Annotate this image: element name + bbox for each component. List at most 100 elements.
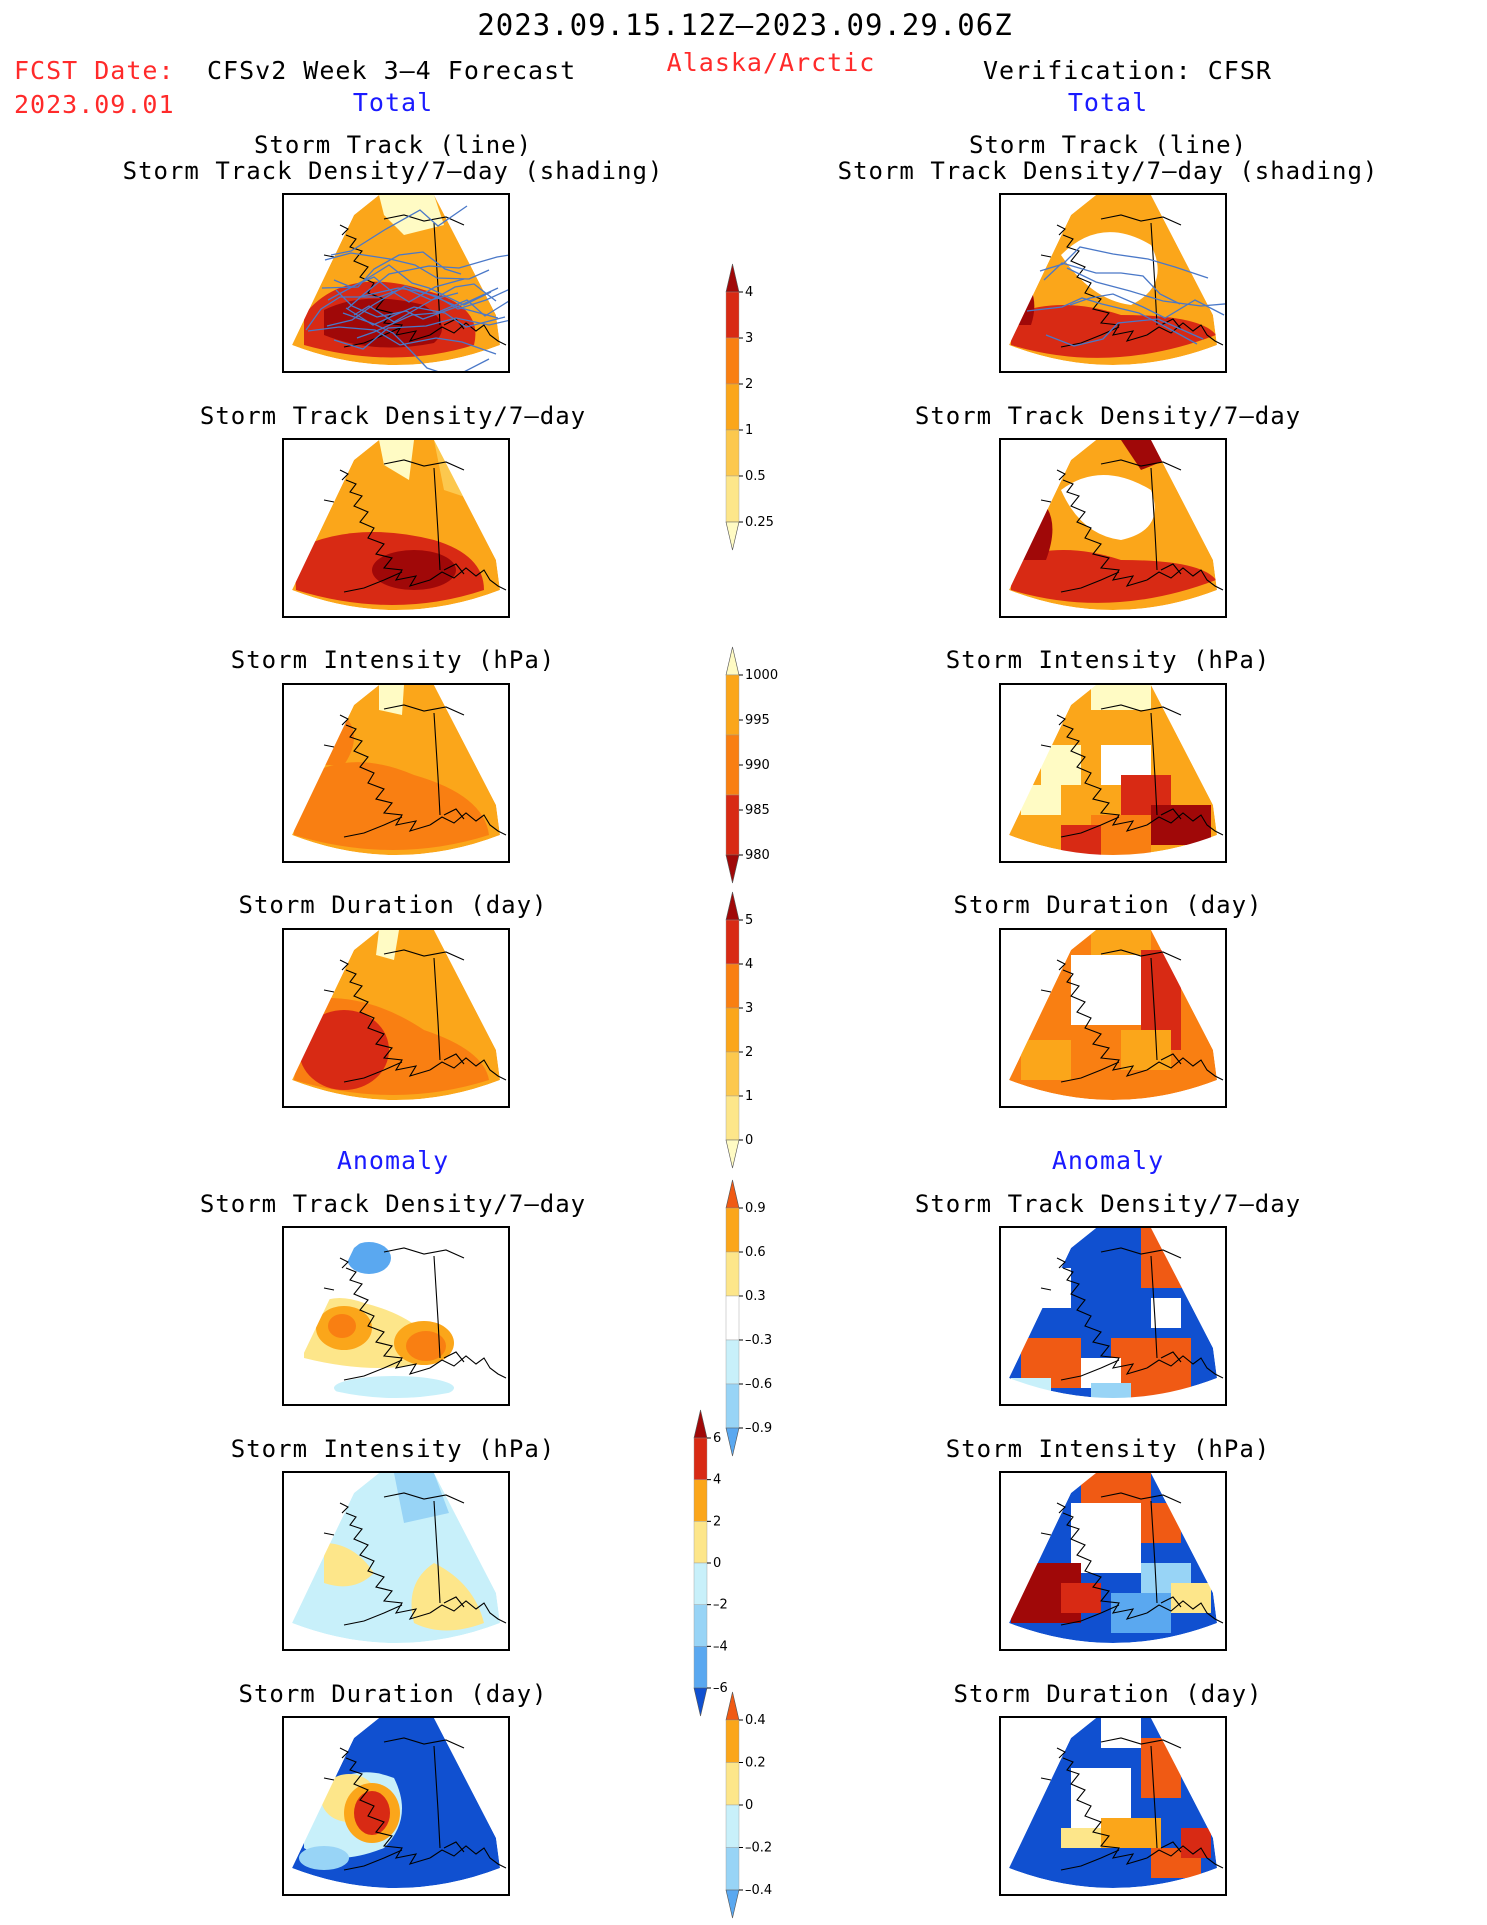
title-right-density: Storm Track Density/7–day: [914, 402, 1302, 430]
colorbar-svg: 4 3 2 1 0.5 0.25: [725, 263, 774, 551]
arctic-coast: [1100, 949, 1182, 961]
colorbar-tick-label: 4: [713, 1473, 721, 1488]
colorbar-tick-label: –0.4: [745, 1883, 772, 1898]
arctic-coast: [1100, 459, 1182, 471]
gulf-coast: [429, 812, 507, 836]
mask-bottom: [284, 835, 508, 861]
gulf-coast: [1146, 322, 1224, 346]
grid-cell: [1061, 1828, 1101, 1848]
arctic-coast: [383, 704, 465, 716]
colorbar-intensity: 1000 995 990 985 980: [722, 645, 812, 885]
map-svg: [1001, 1718, 1225, 1894]
grid-cell: [1021, 1040, 1071, 1080]
gulf-coast: [1146, 1355, 1224, 1379]
colorbar-svg: 6 4 2 0 –2 –4 –6: [693, 1409, 728, 1717]
colorbar-tick-label: 0.6: [745, 1245, 766, 1260]
mask-bottom: [284, 1080, 508, 1106]
islands: [1040, 1257, 1182, 1363]
mask-right: [434, 1228, 508, 1404]
colorbar-segment: [725, 1207, 740, 1253]
title-left-anom-duration: Storm Duration (day): [238, 1680, 548, 1708]
mask-bottom: [1001, 835, 1225, 861]
colorbar-segment: [693, 1604, 708, 1647]
colorbar-segment: [725, 475, 740, 523]
colorbar-segment: [725, 1251, 740, 1297]
total-label-left: Total: [352, 88, 434, 117]
mask-right: [1151, 685, 1225, 861]
map-verif-duration-anomaly: [999, 1716, 1227, 1896]
shaded-region: [379, 685, 404, 715]
colorbar-segment: [693, 1437, 708, 1480]
border-line: [433, 1500, 441, 1604]
mask-left: [284, 1228, 379, 1378]
mask-left: [284, 930, 379, 1080]
map-forecast-duration: [282, 928, 510, 1108]
colorbar-intensity-anomaly: 6 4 2 0 –2 –4 –6: [690, 1408, 780, 1718]
mask-right: [434, 930, 508, 1106]
grid-cell: [1101, 1818, 1161, 1848]
colorbar-arrow-bottom: [725, 521, 740, 551]
storm-track-line: [1066, 267, 1225, 307]
shaded-region: [372, 550, 456, 590]
mask-right: [434, 1473, 508, 1649]
arctic-coast: [383, 459, 465, 471]
alaska-west-coast: [1062, 479, 1148, 587]
map-forecast-track-density: [282, 438, 510, 618]
grid-cell: [1061, 825, 1101, 855]
islands: [1040, 959, 1182, 1065]
colorbar-svg: 1000 995 990 985 980: [725, 646, 778, 884]
title-right-track-line: Storm Track (line): [968, 131, 1248, 159]
colorbar-tick-label: 0.9: [745, 1201, 766, 1216]
mask-right: [434, 1718, 508, 1894]
aleutian-chain: [343, 571, 403, 593]
colorbar-tick-label: 0.4: [745, 1713, 766, 1728]
map-svg: [284, 1718, 508, 1894]
coastline: [323, 1737, 507, 1871]
colorbar-density-anomaly: 0.9 0.6 0.3 –0.3 –0.6 –0.9: [722, 1178, 812, 1458]
storm-track-line: [1045, 318, 1204, 347]
aleutian-chain: [1060, 1849, 1120, 1871]
colorbar-segment: [693, 1479, 708, 1522]
grid-cell: [1151, 1298, 1181, 1328]
colorbar-tick-label: 990: [745, 758, 770, 773]
colorbar-svg: 5 4 3 2 1 0: [725, 891, 753, 1169]
islands: [323, 714, 465, 820]
grid-cell: [1181, 1828, 1211, 1858]
gulf-coast: [1146, 567, 1224, 591]
coastline: [323, 459, 507, 593]
gulf-coast: [1146, 812, 1224, 836]
alaska-west-coast: [345, 1757, 431, 1865]
mask-left: [284, 195, 379, 345]
border-line: [1150, 712, 1158, 816]
colorbar-track-density: 4 3 2 1 0.5 0.25: [722, 262, 812, 552]
storm-track-line: [1069, 293, 1225, 319]
colorbar-segment: [725, 429, 740, 477]
mask-bottom: [1001, 1623, 1225, 1649]
alaska-west-coast: [1062, 724, 1148, 832]
coastline: [1040, 1737, 1224, 1871]
storm-track-line: [327, 264, 492, 306]
colorbar-tick-label: 0.2: [745, 1756, 766, 1771]
gulf-coast: [1146, 1600, 1224, 1624]
mask-right: [1151, 1718, 1225, 1894]
mask-bottom: [1001, 345, 1225, 371]
islands: [1040, 1502, 1182, 1608]
map-svg: [1001, 1228, 1225, 1404]
arctic-coast: [383, 1737, 465, 1749]
colorbar-tick-label: –0.3: [745, 1333, 772, 1348]
colorbar-segment: [725, 1095, 740, 1141]
islands: [323, 1502, 465, 1608]
shaded-region: [299, 1846, 349, 1870]
colorbar-segment: [725, 1007, 740, 1053]
mask-bottom: [284, 1623, 508, 1649]
gulf-coast: [429, 1355, 507, 1379]
aleutian-chain: [1060, 1359, 1120, 1381]
mask-bottom: [1001, 1378, 1225, 1404]
colorbar-tick-label: 980: [745, 848, 770, 863]
mask-left: [1001, 930, 1096, 1080]
coastline: [1040, 949, 1224, 1083]
aleutian-chain: [343, 1359, 403, 1381]
colorbar-duration: 5 4 3 2 1 0: [722, 890, 812, 1170]
coastline: [323, 1247, 507, 1381]
title-right-intensity: Storm Intensity (hPa): [945, 646, 1271, 674]
